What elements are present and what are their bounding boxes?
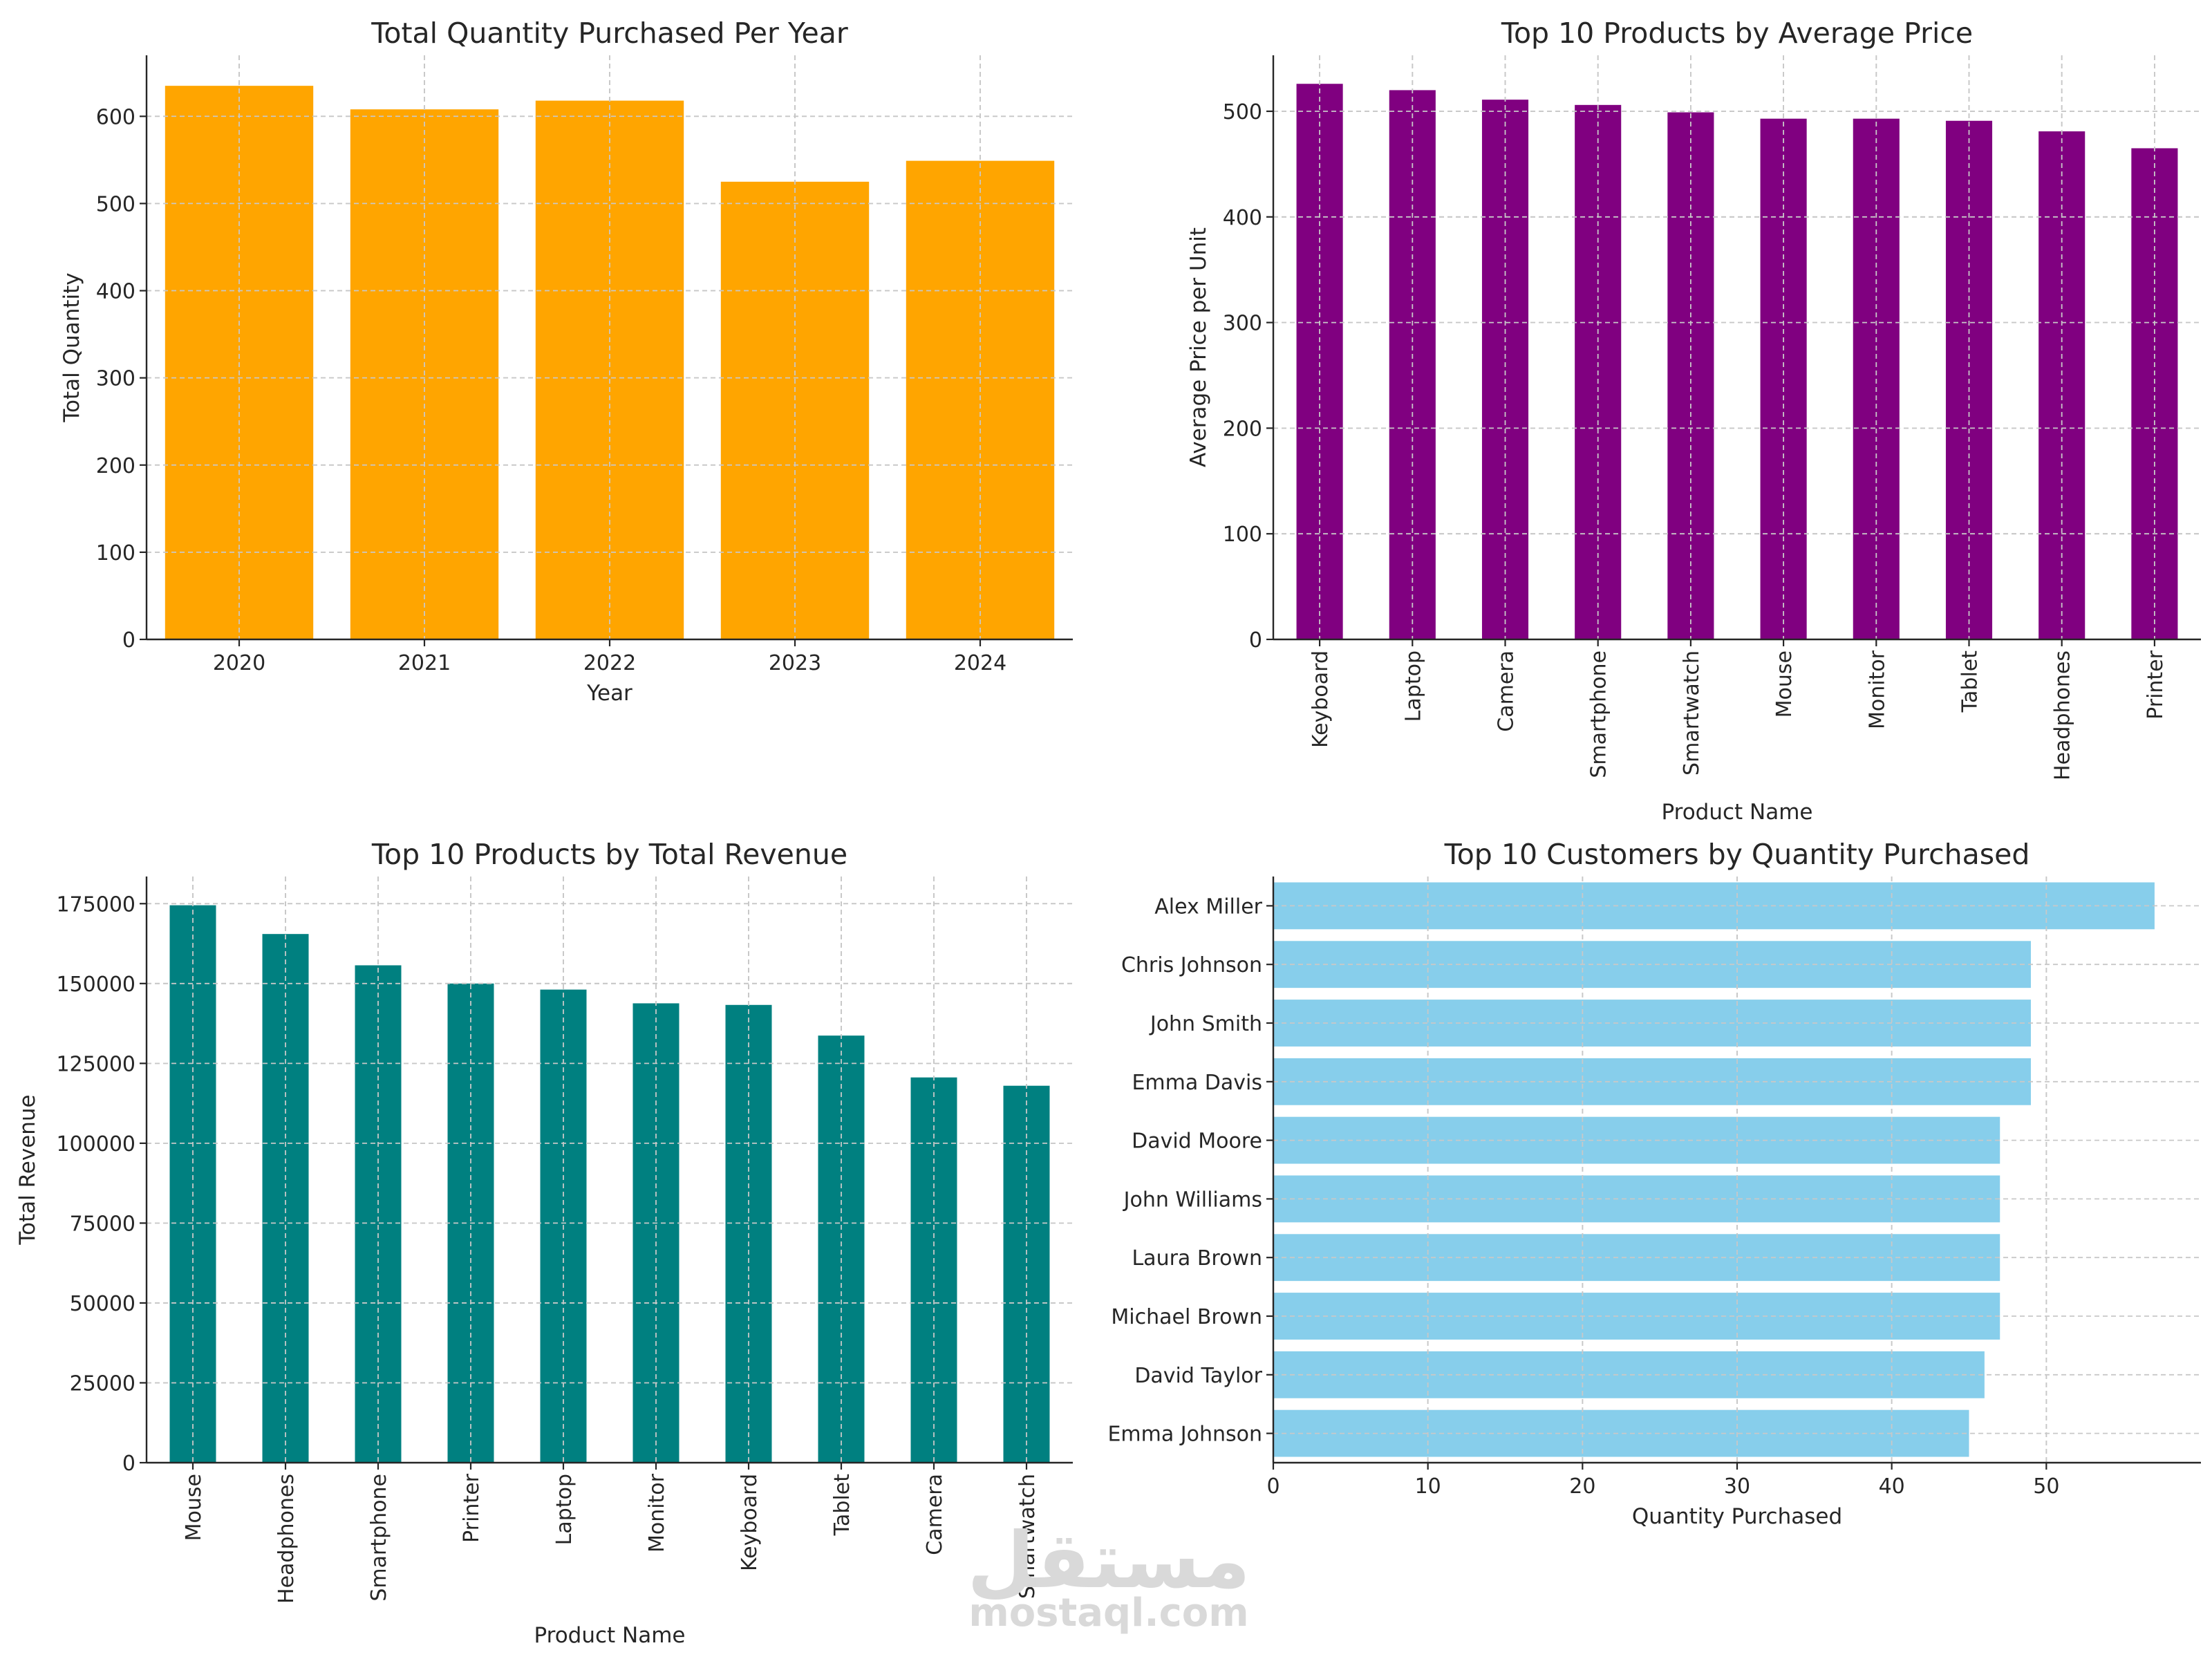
x-tick-label: Monitor — [1865, 650, 1889, 729]
x-tick-label: Headphones — [2051, 650, 2075, 780]
x-tick-label: 2022 — [583, 651, 636, 675]
bar-emma-davis — [1273, 1058, 2031, 1105]
bar-chris-johnson — [1273, 941, 2031, 988]
x-tick-label: Smartphone — [1587, 650, 1611, 778]
chart-title: Top 10 Customers by Quantity Purchased — [1444, 838, 2030, 871]
y-tick-label: 100 — [96, 541, 135, 565]
bar-john-smith — [1273, 1000, 2031, 1047]
x-tick-label: Mouse — [1772, 650, 1797, 718]
x-tick-label: Tablet — [830, 1474, 854, 1537]
x-tick-label: Camera — [923, 1474, 947, 1555]
y-tick-label: 0 — [122, 628, 135, 653]
y-tick-label: Michael Brown — [1111, 1305, 1262, 1329]
chart-title: Top 10 Products by Average Price — [1501, 17, 1973, 50]
x-tick-label: Smartwatch — [1015, 1474, 1040, 1599]
y-tick-label: Emma Johnson — [1107, 1423, 1262, 1447]
x-tick-label: Headphones — [274, 1474, 299, 1604]
y-tick-label: 100 — [1223, 523, 1262, 547]
bar-emma-johnson — [1273, 1409, 1969, 1457]
x-tick-label: 10 — [1415, 1474, 1441, 1499]
x-tick-label: Printer — [460, 1473, 484, 1542]
y-tick-label: 500 — [1223, 100, 1262, 124]
y-tick-label: 75000 — [70, 1212, 135, 1236]
bar-smartphone — [355, 965, 402, 1463]
x-tick-label: 0 — [1266, 1474, 1280, 1499]
x-tick-label: Laptop — [1401, 650, 1425, 722]
x-tick-label: Laptop — [552, 1474, 577, 1545]
y-tick-label: Alex Miller — [1154, 894, 1262, 919]
bar-david-taylor — [1273, 1351, 1985, 1398]
y-tick-label: John Williams — [1123, 1188, 1262, 1212]
bar-tablet — [818, 1035, 865, 1463]
x-tick-label: Camera — [1494, 650, 1519, 732]
y-tick-label: 25000 — [70, 1371, 135, 1396]
x-axis-label: Product Name — [534, 1623, 685, 1648]
y-tick-label: David Moore — [1132, 1130, 1262, 1154]
y-tick-label: 125000 — [56, 1052, 135, 1076]
y-tick-label: John Smith — [1149, 1012, 1262, 1036]
y-tick-label: 500 — [96, 192, 135, 216]
chart-title: Total Quantity Purchased Per Year — [371, 17, 848, 50]
y-tick-label: 150000 — [56, 973, 135, 997]
y-tick-label: 175000 — [56, 892, 135, 917]
y-tick-label: 400 — [1223, 206, 1262, 230]
y-axis-label: Average Price per Unit — [1186, 227, 1211, 467]
x-axis-label: Product Name — [1661, 800, 1812, 825]
x-tick-label: Smartphone — [367, 1474, 391, 1602]
x-tick-label: Mouse — [182, 1474, 206, 1541]
y-tick-label: 300 — [96, 367, 135, 391]
x-tick-label: Monitor — [645, 1473, 669, 1553]
chart-top-customers: Top 10 Customers by Quantity Purchased 0 1… — [1107, 838, 2201, 1529]
x-axis-label: Quantity Purchased — [1632, 1504, 1842, 1529]
y-tick-label: 300 — [1223, 312, 1262, 336]
x-tick-label: 50 — [2033, 1474, 2059, 1499]
x-tick-label: 40 — [1879, 1474, 1905, 1499]
y-axis-label: Total Quantity — [59, 272, 84, 422]
x-tick-label: 2024 — [954, 651, 1006, 675]
y-axis-label: Total Revenue — [15, 1094, 40, 1245]
x-axis-label: Year — [586, 681, 632, 706]
x-tick-label: 2023 — [769, 651, 821, 675]
y-tick-label: 100000 — [56, 1132, 135, 1156]
x-tick-label: Keyboard — [738, 1474, 762, 1571]
y-tick-label: 0 — [122, 1452, 135, 1476]
y-tick-label: 200 — [1223, 417, 1262, 441]
chart-avg-price: Top 10 Products by Average Price 0 100 200 3… — [1186, 17, 2201, 825]
y-tick-label: David Taylor — [1134, 1364, 1262, 1388]
x-tick-label: Printer — [2144, 650, 2168, 719]
x-tick-label: Keyboard — [1309, 650, 1333, 748]
x-tick-label: 2020 — [213, 651, 265, 675]
y-tick-label: Chris Johnson — [1121, 953, 1262, 977]
x-tick-label: 20 — [1569, 1474, 1595, 1499]
y-tick-label: 600 — [96, 105, 135, 129]
watermark-latin: mostaql.com — [968, 1591, 1248, 1635]
y-tick-label: 400 — [96, 280, 135, 304]
watermark-arabic: مستقل — [967, 1516, 1250, 1606]
y-tick-label: 50000 — [70, 1292, 135, 1316]
chart-title: Top 10 Products by Total Revenue — [371, 838, 847, 871]
y-tick-label: Emma Davis — [1132, 1071, 1262, 1095]
y-tick-label: Laura Brown — [1132, 1246, 1262, 1271]
y-tick-label: 200 — [96, 454, 135, 478]
x-tick-label: Tablet — [1958, 650, 1983, 713]
x-tick-label: Smartwatch — [1680, 650, 1704, 776]
x-tick-label: 2021 — [398, 651, 451, 675]
y-tick-label: 0 — [1249, 628, 1262, 653]
x-tick-label: 30 — [1724, 1474, 1750, 1499]
chart-qty-per-year: Total Quantity Purchased Per Year 0 100 200… — [59, 17, 1073, 706]
chart-total-revenue: Top 10 Products by Total Revenue 0 25000 50… — [15, 838, 1073, 1648]
